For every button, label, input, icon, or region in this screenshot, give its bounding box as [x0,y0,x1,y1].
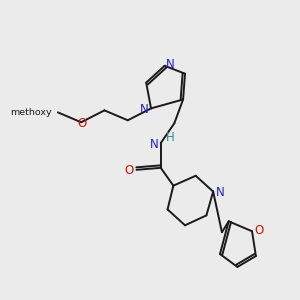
Text: methoxy: methoxy [11,108,52,117]
Text: N: N [216,186,224,199]
Text: N: N [150,138,158,151]
Text: O: O [124,164,133,177]
Text: O: O [77,117,87,130]
Text: N: N [166,58,175,71]
Text: H: H [166,130,175,144]
Text: N: N [140,103,148,116]
Text: O: O [254,224,263,237]
